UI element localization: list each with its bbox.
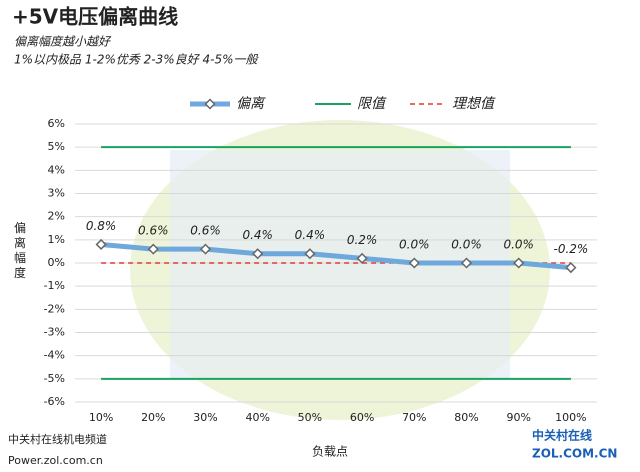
subtitle: 1%以内极品 1-2%优秀 2-3%良好 4-5%一般 [14, 53, 259, 67]
x-tick-label: 50% [298, 411, 322, 424]
x-tick-label: 100% [555, 411, 586, 424]
y-tick-label: 2% [48, 210, 65, 223]
y-tick-label: -2% [44, 302, 65, 315]
data-point [199, 243, 212, 255]
data-point [513, 257, 525, 269]
x-tick-label: 60% [350, 411, 374, 424]
y-tick-label: 5% [48, 140, 65, 153]
data-point [460, 257, 473, 269]
data-label: 0.0% [451, 238, 482, 252]
data-point [252, 248, 264, 260]
x-tick-label: 10% [89, 411, 113, 424]
data-point [356, 252, 368, 264]
y-axis-label-char: 偏 [14, 220, 26, 235]
x-tick-label: 40% [245, 411, 269, 424]
legend-label: 限值 [357, 96, 387, 112]
y-tick-label: -1% [44, 279, 65, 292]
watermark-text: Power.zol.com.cn [8, 454, 103, 467]
data-label: 0.8% [86, 219, 117, 233]
watermark-text: 中关村在线机电频道 [8, 432, 107, 446]
data-point [147, 243, 159, 255]
y-tick-label: -4% [44, 349, 65, 362]
data-label: -0.2% [553, 242, 588, 256]
x-tick-label: 20% [141, 411, 165, 424]
y-axis-label-char: 度 [14, 265, 26, 280]
logo-text: 中关村在线 [532, 428, 592, 443]
chart-title: +5V电压偏离曲线 [12, 5, 178, 29]
legend-swatch-marker [204, 98, 216, 110]
data-label: 0.4% [295, 228, 326, 242]
data-label: 0.0% [399, 238, 430, 252]
data-label: 0.0% [503, 238, 534, 252]
data-label: 0.6% [138, 224, 169, 238]
data-label: 0.6% [190, 224, 221, 238]
y-tick-label: 0% [48, 256, 65, 269]
y-tick-label: -5% [44, 372, 65, 385]
y-tick-label: 4% [48, 163, 65, 176]
x-tick-label: 90% [506, 411, 530, 424]
y-axis-label-char: 离 [14, 235, 26, 250]
legend-label: 理想值 [452, 96, 496, 112]
y-tick-label: -6% [44, 395, 65, 408]
legend-label: 偏离 [236, 96, 266, 112]
series-line [100, 241, 572, 271]
x-tick-label: 70% [402, 411, 426, 424]
x-tick-label: 30% [193, 411, 217, 424]
data-label: 0.4% [242, 228, 273, 242]
subtitle: 偏离幅度越小越好 [14, 35, 112, 49]
x-tick-label: 80% [454, 411, 478, 424]
data-label: 0.2% [347, 233, 378, 247]
y-axis-label: 偏离幅度 [14, 220, 26, 280]
y-tick-label: 1% [48, 233, 65, 246]
data-point [565, 262, 577, 274]
y-tick-label: -3% [44, 326, 65, 339]
data-point [408, 257, 420, 269]
y-tick-label: 3% [48, 187, 65, 200]
x-axis-label: 负载点 [312, 445, 348, 459]
y-axis-label-char: 幅 [14, 250, 26, 265]
data-point [304, 248, 316, 260]
y-tick-label: 6% [48, 117, 65, 130]
logo-text: ZOL.COM.CN [532, 447, 617, 461]
data-point [95, 238, 107, 251]
